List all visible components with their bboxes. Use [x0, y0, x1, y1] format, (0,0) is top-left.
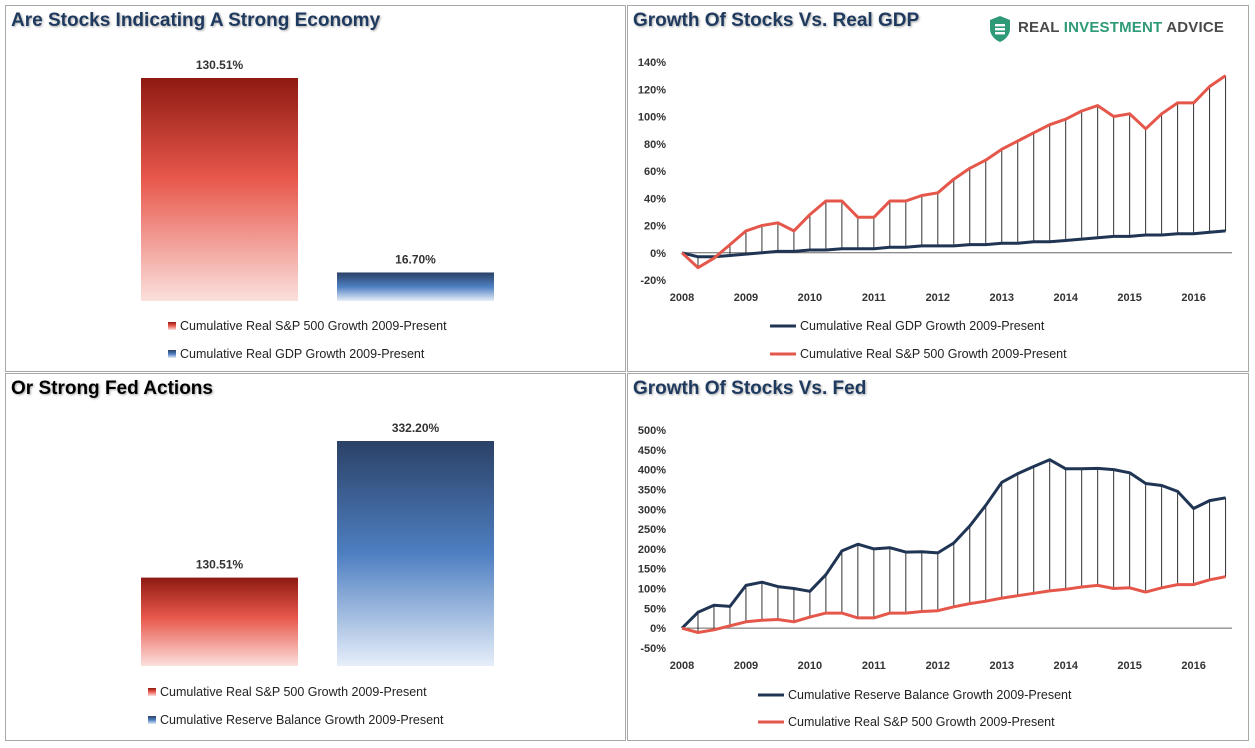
panel-title: Or Strong Fed Actions — [11, 378, 213, 399]
x-tick-label: 2010 — [798, 292, 822, 304]
y-tick-label: 40% — [644, 193, 666, 205]
line-chart-stocks-vs-fed: -50% 0% 50% 100% 150% 200% 250% 300% 350% 400% 450… — [638, 425, 1232, 729]
panel-stocks-vs-economy-bars: Are Stocks Indicating A Strong Economy 1… — [5, 5, 626, 372]
brand-logo-text: REAL INVESTMENT ADVICE — [1018, 19, 1225, 36]
bar-data-label-1: 332.20% — [392, 421, 440, 435]
x-tick-label: 2010 — [798, 660, 822, 672]
bar-data-label-0: 130.51% — [196, 58, 244, 72]
x-tick-label: 2015 — [1117, 660, 1141, 672]
y-tick-label: 50% — [644, 603, 666, 615]
panel-stocks-vs-gdp-line: Growth Of Stocks Vs. Real GDP REAL INVES… — [627, 5, 1249, 372]
panel-title: Growth Of Stocks Vs. Fed — [633, 378, 867, 399]
bar-chart-stocks-vs-gdp: 130.51% 16.70% Cumulative Real S&P 500 Gro… — [141, 58, 494, 361]
y-tick-label: 120% — [638, 84, 666, 96]
bar-0 — [141, 577, 298, 666]
x-tick-label: 2016 — [1181, 292, 1205, 304]
x-tick-label: 2013 — [990, 660, 1014, 672]
y-tick-label: 80% — [644, 139, 666, 151]
bar-data-label-1: 16.70% — [395, 252, 436, 266]
x-tick-label: 2011 — [862, 292, 886, 304]
x-tick-label: 2014 — [1053, 292, 1078, 304]
y-tick-label: 150% — [638, 564, 666, 576]
legend-swatch-0 — [148, 688, 156, 696]
y-tick-label: 60% — [644, 166, 666, 178]
x-tick-label: 2008 — [670, 660, 694, 672]
y-tick-label: 200% — [638, 544, 666, 556]
x-tick-label: 2008 — [670, 292, 694, 304]
panel-title: Growth Of Stocks Vs. Real GDP — [633, 10, 920, 31]
y-tick-label: 250% — [638, 524, 666, 536]
y-tick-label: 400% — [638, 465, 666, 477]
bar-0 — [141, 78, 298, 301]
x-tick-label: 2009 — [734, 660, 758, 672]
x-tick-label: 2012 — [926, 292, 950, 304]
series-line-1 — [680, 74, 1227, 270]
y-tick-label: -20% — [640, 275, 666, 287]
x-tick-label: 2012 — [926, 660, 950, 672]
legend-label-0: Cumulative Real GDP Growth 2009-Present — [800, 319, 1045, 333]
panel-stocks-vs-fed-bars: Or Strong Fed Actions 130.51% 332.20% Cumu… — [5, 373, 626, 741]
y-tick-label: 0% — [650, 248, 666, 260]
y-tick-label: 100% — [638, 112, 666, 124]
legend-label-1: Cumulative Real S&P 500 Growth 2009-Pres… — [788, 715, 1055, 729]
legend-label-0: Cumulative Real S&P 500 Growth 2009-Pres… — [180, 319, 447, 333]
y-tick-label: 450% — [638, 445, 666, 457]
y-tick-label: -50% — [640, 643, 666, 655]
legend-label-1: Cumulative Real S&P 500 Growth 2009-Pres… — [800, 347, 1067, 361]
x-tick-label: 2014 — [1053, 660, 1078, 672]
y-tick-label: 100% — [638, 584, 666, 596]
shield-logo-icon — [990, 16, 1010, 42]
bar-1 — [337, 441, 494, 666]
legend-label-1: Cumulative Real GDP Growth 2009-Present — [180, 347, 425, 361]
y-tick-label: 140% — [638, 57, 666, 69]
series-line-1 — [681, 575, 1226, 634]
bar-chart-stocks-vs-reserves: 130.51% 332.20% Cumulative Real S&P 500 Gr… — [141, 421, 494, 727]
panel-title: Are Stocks Indicating A Strong Economy — [11, 10, 381, 31]
y-tick-label: 0% — [650, 623, 666, 635]
x-tick-label: 2015 — [1117, 292, 1141, 304]
y-tick-label: 20% — [644, 221, 666, 233]
bar-data-label-0: 130.51% — [196, 558, 244, 572]
line-chart-stocks-vs-gdp: -20% 0% 20% 40% 60% 80% 100% 120% 140% 2008 2009 20… — [638, 57, 1232, 361]
legend-swatch-0 — [168, 322, 176, 330]
series-line-0 — [681, 229, 1226, 259]
y-tick-label: 500% — [638, 425, 666, 437]
legend-label-1: Cumulative Reserve Balance Growth 2009-P… — [160, 713, 444, 727]
brand-logo: REAL INVESTMENT ADVICE — [988, 11, 1246, 47]
x-tick-label: 2009 — [734, 292, 758, 304]
y-tick-label: 350% — [638, 484, 666, 496]
y-tick-label: 300% — [638, 504, 666, 516]
legend-swatch-1 — [148, 716, 156, 724]
panel-stocks-vs-fed-line: Growth Of Stocks Vs. Fed -50% 0% 50% 100% 15… — [627, 373, 1249, 741]
x-tick-label: 2011 — [862, 660, 886, 672]
legend-label-0: Cumulative Reserve Balance Growth 2009-P… — [788, 688, 1072, 702]
legend-label-0: Cumulative Real S&P 500 Growth 2009-Pres… — [160, 685, 427, 699]
x-tick-label: 2016 — [1181, 660, 1205, 672]
bar-1 — [337, 272, 494, 301]
x-tick-label: 2013 — [990, 292, 1014, 304]
legend-swatch-1 — [168, 350, 176, 358]
series-line-0 — [680, 458, 1226, 630]
